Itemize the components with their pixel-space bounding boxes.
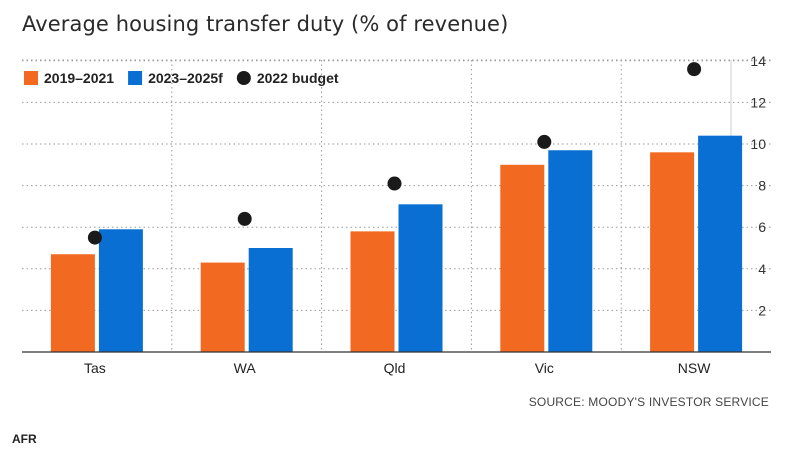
bar-2019–2021-Tas xyxy=(50,254,95,352)
budget-marker-NSW xyxy=(687,62,702,77)
bar-2023–2025f-WA xyxy=(248,248,293,352)
x-tick-label-Vic: Vic xyxy=(535,360,554,376)
source-note: SOURCE: MOODY'S INVESTOR SERVICE xyxy=(528,395,769,409)
bar-2023–2025f-NSW xyxy=(698,135,743,352)
bar-2019–2021-Vic xyxy=(500,164,545,352)
x-tick-label-NSW: NSW xyxy=(678,360,711,376)
x-axis-ticks: Tas WA Qld Vic NSW xyxy=(84,360,711,376)
budget-marker-Qld xyxy=(387,176,402,191)
bar-2023–2025f-Qld xyxy=(398,204,443,352)
bars xyxy=(50,135,743,352)
budget-marker-WA xyxy=(237,211,252,226)
y-tick-label: 8 xyxy=(758,178,766,194)
brand-label: AFR xyxy=(12,432,37,446)
budget-markers xyxy=(87,62,702,245)
legend-swatch-2019–2021 xyxy=(24,71,38,85)
y-tick-label: 14 xyxy=(750,53,766,69)
budget-marker-Tas xyxy=(87,230,102,245)
budget-marker-Vic xyxy=(537,134,552,149)
legend-label: 2023–2025f xyxy=(148,70,223,86)
y-tick-label: 2 xyxy=(758,302,766,318)
legend-label: 2022 budget xyxy=(257,70,339,86)
legend-swatch-2023–2025f xyxy=(128,71,143,85)
y-tick-label: 6 xyxy=(758,219,766,235)
y-tick-label: 10 xyxy=(750,136,766,152)
y-tick-label: 4 xyxy=(758,261,766,277)
legend: 2019–2021 2023–2025f 2022 budget xyxy=(24,70,339,86)
chart-title: Average housing transfer duty (% of reve… xyxy=(22,12,509,36)
bar-2019–2021-Qld xyxy=(350,231,395,352)
bar-2019–2021-NSW xyxy=(650,152,695,352)
y-axis-ticks: 2 4 6 8 10 12 14 xyxy=(750,53,766,319)
x-tick-label-WA: WA xyxy=(234,360,257,376)
bar-2023–2025f-Tas xyxy=(98,229,143,352)
bar-2023–2025f-Vic xyxy=(548,150,593,352)
bar-2019–2021-WA xyxy=(200,262,245,352)
x-tick-label-Qld: Qld xyxy=(384,360,406,376)
legend-label: 2019–2021 xyxy=(44,70,114,86)
legend-swatch-budget xyxy=(236,71,251,85)
y-tick-label: 12 xyxy=(750,94,766,110)
x-tick-label-Tas: Tas xyxy=(84,360,106,376)
